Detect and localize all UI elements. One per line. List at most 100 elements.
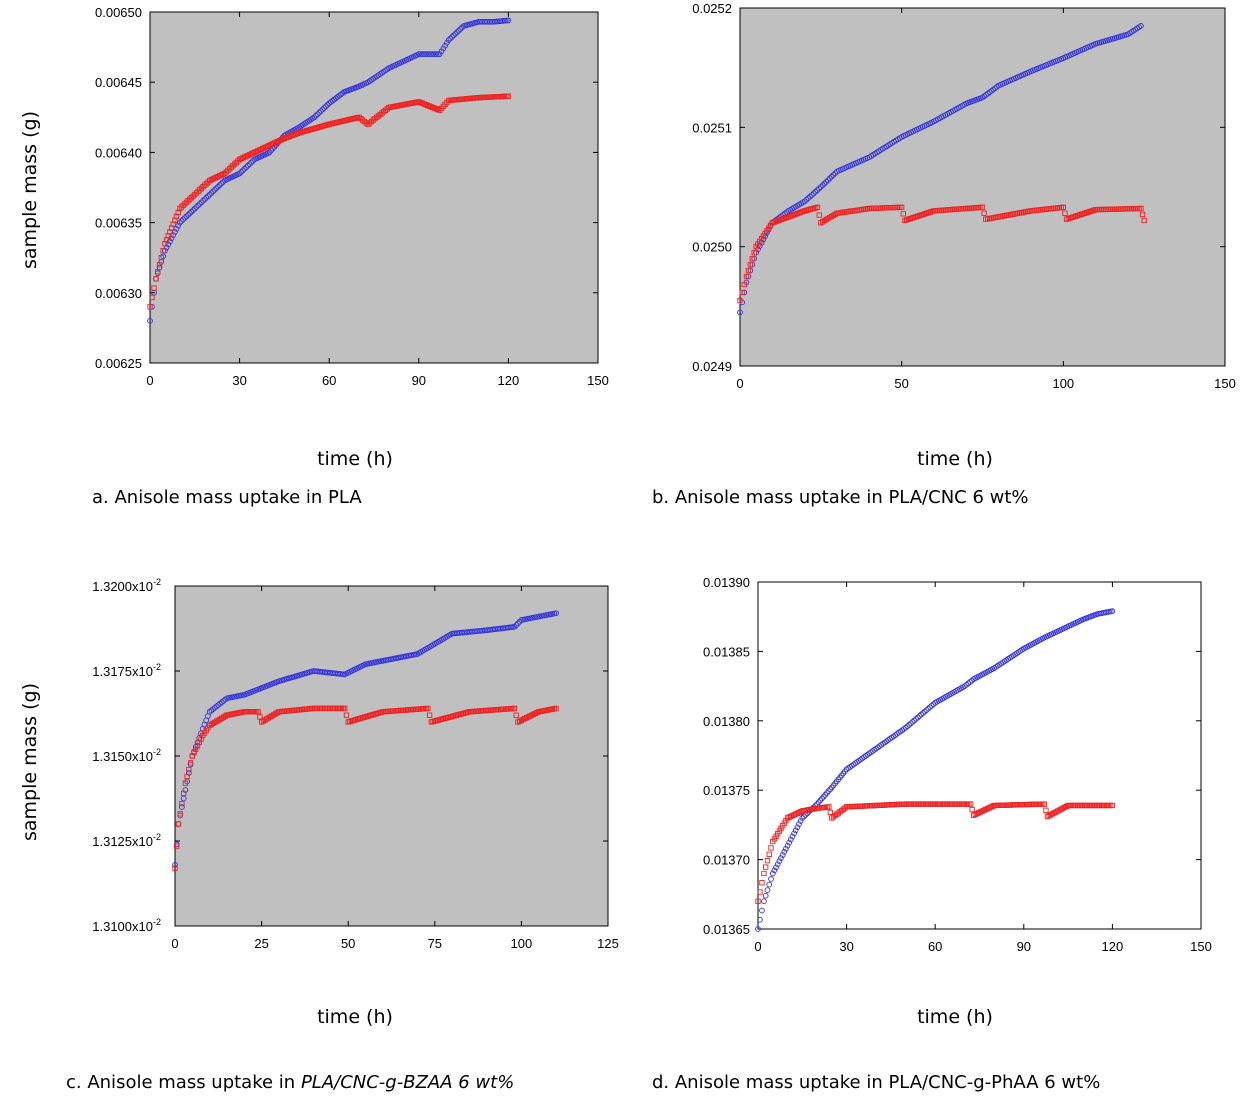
data-point — [529, 712, 535, 718]
data-point — [180, 202, 186, 209]
data-point — [773, 864, 779, 871]
data-point — [974, 810, 980, 817]
data-point — [505, 17, 512, 24]
data-point — [192, 191, 198, 198]
data-point — [1060, 204, 1066, 210]
data-point — [375, 710, 381, 716]
caption-c-italic: PLA/CNC-g-BZAA 6 wt% — [300, 1072, 515, 1093]
data-point — [181, 215, 188, 221]
data-point — [210, 188, 216, 195]
data-point — [807, 193, 813, 200]
data-point — [194, 743, 201, 749]
data-point — [198, 199, 205, 206]
data-point — [355, 716, 361, 722]
data-point — [900, 211, 906, 217]
data-point — [376, 710, 383, 716]
caption-d-text: d. Anisole mass uptake in PLA/CNC-g-PhAA… — [652, 1072, 1101, 1093]
data-point — [737, 309, 743, 316]
data-point — [771, 867, 778, 874]
data-point — [178, 218, 185, 224]
data-point — [920, 710, 926, 716]
data-point — [167, 229, 173, 235]
x-tick-label-a: 150 — [587, 373, 609, 388]
x-tick-label-d: 150 — [1190, 939, 1212, 954]
data-point — [260, 145, 266, 152]
data-point — [454, 29, 460, 36]
data-point — [256, 147, 263, 153]
x-tick-label-a: 120 — [498, 373, 520, 388]
data-point — [217, 173, 223, 179]
data-point — [1139, 211, 1146, 218]
data-point — [842, 805, 848, 811]
plot-area-d — [757, 581, 1202, 930]
data-point — [425, 705, 431, 712]
data-point — [820, 793, 827, 800]
data-point — [913, 716, 919, 722]
data-point — [984, 806, 991, 812]
data-point — [311, 114, 318, 121]
data-point — [826, 804, 832, 810]
data-point — [781, 849, 788, 855]
y-tick-label-a: 0.00645 — [95, 75, 142, 90]
data-point — [276, 138, 283, 144]
data-point — [761, 898, 767, 905]
data-point — [201, 196, 208, 203]
data-point — [452, 30, 459, 37]
data-point — [417, 99, 424, 106]
data-point — [184, 773, 190, 780]
data-point — [799, 815, 806, 821]
data-point — [419, 100, 425, 106]
data-point — [826, 175, 833, 182]
data-point — [1063, 803, 1070, 810]
data-point — [374, 114, 380, 120]
chart-b: 0 50 100 150 0.0249 0.0250 0.0251 0.0252 — [692, 1, 1236, 391]
data-point — [788, 813, 794, 820]
data-point — [253, 148, 259, 155]
data-point — [979, 808, 985, 814]
data-point — [927, 704, 933, 711]
data-point — [979, 204, 986, 210]
data-point — [366, 713, 373, 719]
data-point — [513, 622, 520, 628]
data-point — [263, 144, 269, 150]
data-point — [196, 739, 202, 746]
data-point — [899, 204, 905, 210]
x-tick-label-d: 90 — [1017, 939, 1031, 954]
data-point — [250, 150, 256, 156]
x-tick-label-a: 30 — [232, 373, 246, 388]
data-point — [789, 812, 796, 819]
data-point — [313, 112, 319, 119]
y-tick-label-a: 0.00630 — [95, 286, 142, 301]
data-point — [737, 297, 743, 304]
data-point — [188, 194, 195, 201]
data-point — [197, 187, 203, 193]
data-point — [218, 180, 225, 187]
data-point — [909, 719, 916, 725]
data-point — [178, 204, 185, 210]
data-point — [904, 723, 911, 730]
data-point — [444, 40, 450, 46]
data-point — [248, 151, 254, 157]
data-point — [362, 714, 368, 720]
data-point — [216, 182, 223, 189]
data-point — [779, 852, 786, 858]
y-tick-label-b: 0.0249 — [692, 359, 732, 374]
series-d-blue — [755, 608, 1116, 932]
data-point — [185, 198, 191, 204]
data-point — [981, 210, 987, 216]
data-point — [416, 99, 422, 105]
data-point — [230, 163, 236, 169]
data-point — [228, 164, 234, 170]
data-point — [350, 717, 356, 724]
data-point — [511, 705, 518, 712]
data-point — [231, 161, 238, 167]
data-point — [186, 770, 192, 776]
data-point — [215, 183, 221, 190]
data-point — [823, 178, 830, 185]
data-point — [270, 141, 276, 147]
data-point — [363, 714, 369, 720]
data-point — [213, 174, 220, 181]
data-point — [447, 35, 454, 42]
data-point — [433, 51, 440, 57]
